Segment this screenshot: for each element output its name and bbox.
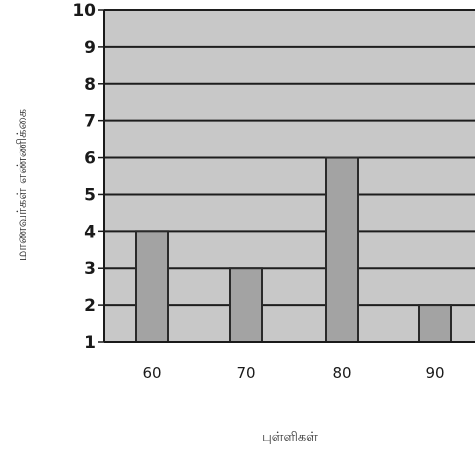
- x-axis-ticks: 60 70 80 90: [142, 364, 444, 382]
- y-axis-ticks: 1 2 3 4 5 6 7 8 9 10: [72, 1, 104, 353]
- x-tick-label: 80: [332, 364, 351, 382]
- y-axis-label: மாணவர்கள் எண்ணிக்கை: [15, 109, 30, 261]
- y-tick-label: 1: [84, 333, 96, 353]
- y-tick-label: 4: [84, 222, 96, 242]
- x-tick-label: 70: [236, 364, 255, 382]
- x-tick-label: 90: [425, 364, 444, 382]
- y-tick-label: 6: [84, 149, 96, 169]
- bars: [135, 156, 452, 344]
- x-tick-label: 60: [142, 364, 161, 382]
- bar-70: [229, 267, 263, 344]
- x-axis-label: புள்ளிகள்: [262, 430, 318, 445]
- y-tick-label: 9: [84, 38, 96, 58]
- y-tick-label: 10: [72, 1, 96, 21]
- y-tick-label: 3: [84, 259, 96, 279]
- bar-90: [418, 304, 452, 344]
- y-tick-label: 2: [84, 296, 96, 316]
- bar-60: [135, 230, 169, 343]
- y-tick-label: 5: [84, 185, 96, 205]
- y-tick-label: 7: [84, 112, 96, 132]
- bar-80: [325, 156, 359, 343]
- y-tick-label: 8: [84, 75, 96, 95]
